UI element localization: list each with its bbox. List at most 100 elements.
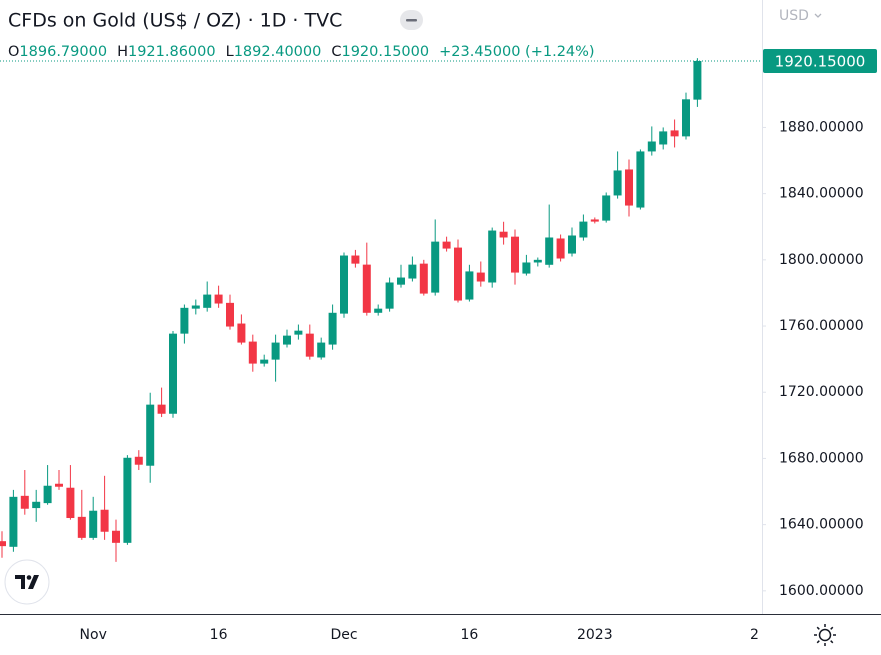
candle-body	[693, 60, 702, 100]
candle-body	[431, 241, 440, 293]
currency-caret	[814, 13, 822, 18]
candle-body	[32, 501, 41, 509]
candle-body	[77, 516, 86, 538]
candle-body	[556, 238, 565, 259]
candle-body	[294, 330, 303, 335]
tradingview-logo[interactable]	[4, 559, 50, 605]
candle-body	[112, 530, 120, 543]
logo-v	[28, 575, 39, 589]
candle-body	[203, 294, 212, 308]
y-tick-label: 1640.00000	[779, 517, 864, 533]
x-tick-label: 16	[210, 627, 228, 643]
candle-body	[659, 131, 668, 145]
candle-body	[0, 541, 6, 547]
x-tick-label: 16	[460, 627, 478, 643]
candle-body	[180, 307, 189, 334]
plot-area	[0, 58, 762, 562]
candle-body	[157, 404, 166, 414]
candle-body	[169, 333, 177, 414]
candle-body	[670, 130, 679, 137]
candle-body	[579, 221, 588, 238]
legend-key: C	[331, 44, 341, 60]
candle-body	[89, 510, 98, 538]
sun-rays	[814, 624, 836, 646]
candle-body	[248, 341, 257, 364]
candle-body	[362, 264, 371, 313]
candle-body	[146, 404, 155, 466]
candle-body	[55, 483, 63, 487]
x-tick-label: Dec	[330, 627, 357, 643]
candle-body	[351, 255, 360, 264]
candle-body	[100, 509, 109, 532]
legend-key: O	[8, 44, 19, 60]
logo-dot	[26, 575, 32, 580]
candle-body	[647, 141, 656, 152]
legend-value: 1921.86000	[128, 44, 216, 60]
y-tick-label: 1600.00000	[779, 583, 864, 599]
candle-body	[533, 259, 542, 263]
candle-body	[66, 487, 75, 519]
candle-body	[625, 169, 633, 206]
y-tick-label: 1800.00000	[779, 252, 864, 268]
candle-body	[488, 230, 497, 283]
logo-circle[interactable]	[4, 559, 50, 605]
legend-value: 1896.79000	[19, 44, 107, 60]
candle-body	[214, 294, 223, 304]
y-tick-label: 1880.00000	[779, 119, 864, 135]
candle-body	[283, 335, 291, 345]
candle-body	[476, 272, 485, 282]
candle-body	[328, 312, 337, 345]
candle-body	[511, 236, 519, 273]
y-tick-label: 1680.00000	[779, 450, 864, 466]
candle-body	[374, 308, 383, 313]
candle-body	[590, 219, 599, 222]
candle-body	[260, 359, 269, 364]
y-tick-label: 1840.00000	[779, 186, 864, 202]
candle-body	[385, 282, 394, 309]
candle-body	[454, 247, 462, 301]
y-tick-label: 1720.00000	[779, 384, 864, 400]
candle-body	[9, 496, 18, 547]
candle-body	[568, 235, 576, 254]
candle-body	[545, 237, 554, 265]
candle-body	[43, 485, 52, 504]
legend-value: 1920.15000	[341, 44, 429, 60]
candle-body	[123, 457, 132, 543]
candle-body	[465, 271, 474, 300]
candle-body	[226, 302, 234, 327]
candle-body	[305, 333, 314, 357]
currency[interactable]: USD	[779, 8, 809, 24]
candle-body	[191, 305, 200, 309]
settings-button[interactable]	[814, 624, 836, 646]
candle-body	[20, 495, 29, 509]
collapse-button[interactable]	[400, 10, 423, 30]
last-price-tag	[763, 48, 877, 73]
y-tick-label: 1760.00000	[779, 318, 864, 334]
candle-body	[499, 231, 508, 238]
legend-value: 1892.40000	[234, 44, 322, 60]
candle-body	[271, 342, 280, 360]
candle-body	[237, 323, 246, 343]
candle-body	[442, 241, 451, 249]
candle-body	[636, 151, 645, 208]
candle-body	[317, 342, 326, 358]
legend-change: +23.45000 (+1.24%)	[439, 44, 594, 60]
sun-core[interactable]	[818, 628, 832, 642]
candle-body	[682, 99, 690, 137]
candle-body	[408, 264, 417, 279]
candle-body	[340, 255, 348, 314]
x-tick-label: 2023	[577, 627, 613, 643]
candle-body	[602, 195, 611, 221]
collapse-icon	[406, 19, 417, 22]
x-tick-label: 2	[750, 627, 759, 643]
x-tick-label: Nov	[80, 627, 107, 643]
currency-selector[interactable]: USD	[779, 8, 822, 24]
logo-t	[15, 575, 25, 589]
candle-body	[613, 170, 622, 196]
legend-key: H	[117, 44, 128, 60]
legend-key: L	[226, 44, 234, 60]
candle-body	[134, 456, 143, 465]
